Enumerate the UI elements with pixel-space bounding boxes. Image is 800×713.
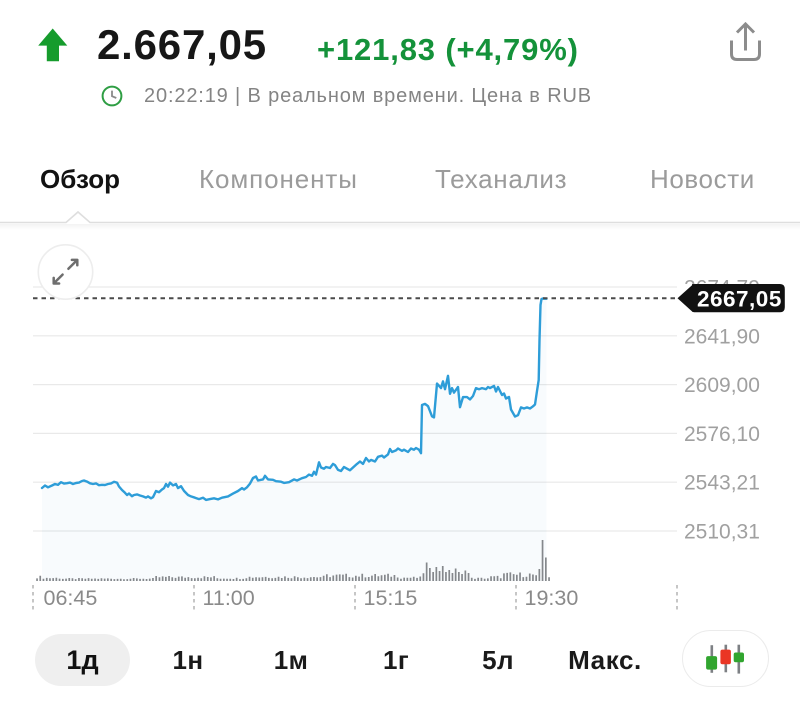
svg-text:2609,00: 2609,00 — [684, 374, 760, 397]
svg-text:2576,10: 2576,10 — [684, 423, 760, 446]
svg-text:2667,05: 2667,05 — [697, 287, 782, 312]
svg-text:2543,21: 2543,21 — [684, 472, 760, 495]
svg-text:19:30: 19:30 — [525, 586, 579, 610]
svg-text:06:45: 06:45 — [44, 586, 98, 610]
svg-text:2641,90: 2641,90 — [684, 325, 760, 348]
svg-text:11:00: 11:00 — [203, 586, 255, 610]
svg-text:2510,31: 2510,31 — [684, 521, 760, 544]
svg-text:15:15: 15:15 — [364, 586, 418, 610]
